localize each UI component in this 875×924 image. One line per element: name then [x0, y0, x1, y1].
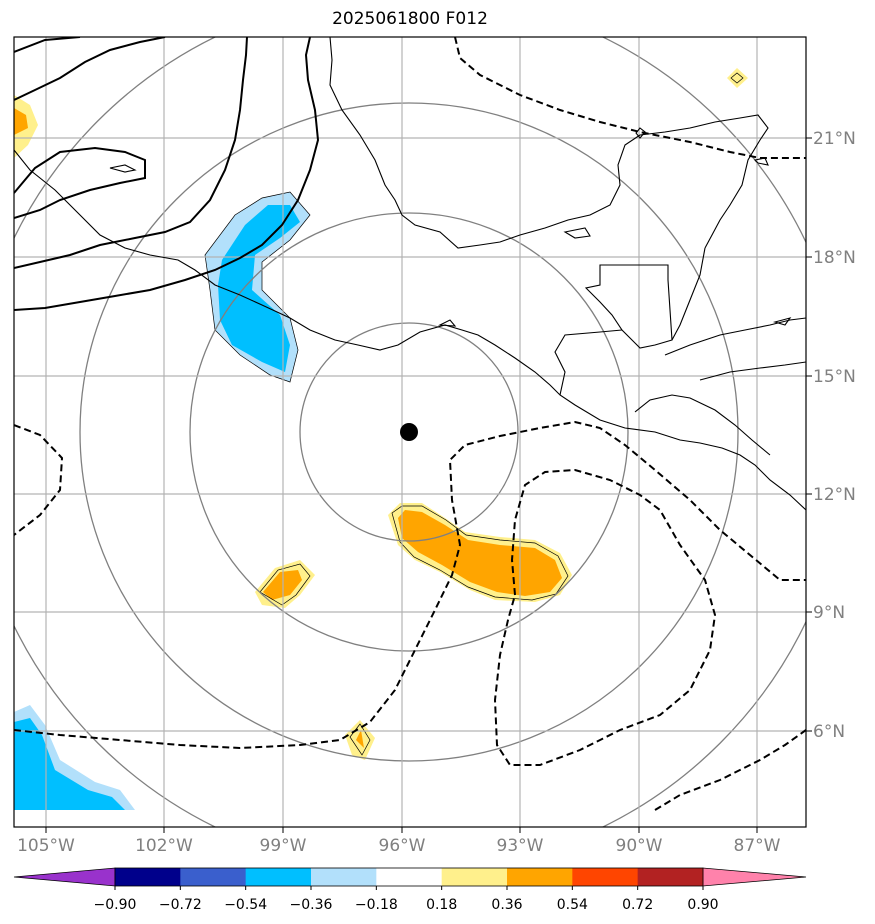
- dashed-contour-large: [14, 420, 806, 750]
- longitude-axis: 105°W 102°W 99°W 96°W 93°W 90°W 87°W: [17, 827, 781, 856]
- colorbar-frame: [114, 867, 704, 887]
- coastlines: [14, 37, 806, 511]
- colorbar-tick-label: 0.54: [557, 897, 588, 913]
- lat-label-12n: 12°N: [813, 485, 856, 505]
- lon-label-90w: 90°W: [616, 836, 663, 856]
- distance-ring-2: [189, 212, 629, 652]
- distance-ring-3: [79, 102, 739, 762]
- colorbar-extend-left: [13, 867, 116, 887]
- solid-contour-1: [14, 37, 81, 53]
- lon-label-93w: 93°W: [497, 836, 544, 856]
- colorbar-cell: [115, 868, 181, 886]
- solid-contour-3: [14, 146, 146, 219]
- colorbar-cell: [441, 868, 508, 886]
- lat-label-21n: 21°N: [813, 129, 856, 149]
- negative-anomaly-core: [218, 205, 300, 372]
- lon-label-99w: 99°W: [260, 836, 307, 856]
- colorbar-tick-label: 0.18: [426, 897, 457, 913]
- solid-contours: [14, 37, 320, 311]
- colorbar-tick-label: −0.90: [94, 897, 137, 913]
- lon-label-96w: 96°W: [379, 836, 426, 856]
- dashed-contours: [14, 37, 806, 811]
- colorbar-cell: [180, 868, 247, 886]
- colorbar: −0.90 −0.72 −0.54 −0.36 −0.18 0.18 0.36 0.54 0.7…: [13, 867, 807, 913]
- colorbar-cell: [572, 868, 639, 886]
- map-title: 2025061800 F012: [332, 9, 488, 29]
- colorbar-tick-label: −0.36: [290, 897, 333, 913]
- colorbar-tick-label: 0.90: [687, 897, 718, 913]
- positive-northeast-outline: [730, 72, 744, 84]
- lon-label-105w: 105°W: [17, 836, 75, 856]
- negative-anomaly-southwest-core: [14, 718, 125, 810]
- colorbar-cell: [376, 868, 443, 886]
- shaded-outlines: [204, 72, 744, 756]
- dashed-contour-southeast: [654, 729, 806, 811]
- colorbar-cell: [245, 868, 312, 886]
- solid-contour-5: [14, 37, 320, 311]
- positive-anomaly-northeast: [727, 68, 748, 88]
- graticule: [14, 37, 806, 827]
- lat-label-9n: 9°N: [813, 603, 845, 623]
- positive-south-outline: [349, 723, 371, 756]
- positive-anomaly-band-core: [398, 510, 562, 596]
- shaded-fields: [14, 68, 748, 810]
- lat-label-18n: 18°N: [813, 248, 856, 268]
- colorbar-tick-label: 0.72: [622, 897, 653, 913]
- latitude-axis: 21°N 18°N 15°N 12°N 9°N 6°N: [806, 129, 856, 742]
- guatemala-border: [584, 264, 673, 349]
- negative-lobe-outline: [204, 191, 311, 383]
- map-area: [14, 37, 806, 827]
- positive-small-outline: [259, 563, 311, 606]
- positive-anomaly-northwest-core: [14, 108, 28, 135]
- distance-ring-1: [299, 322, 519, 542]
- lon-label-102w: 102°W: [135, 836, 193, 856]
- solid-contour-4: [14, 37, 248, 269]
- pacific-coastline: [14, 149, 806, 511]
- storm-center-marker: [400, 423, 418, 441]
- lon-label-87w: 87°W: [734, 836, 781, 856]
- nicaragua-border: [699, 361, 806, 381]
- solid-contour-2: [14, 37, 166, 101]
- distance-rings: [14, 37, 806, 827]
- colorbar-cell: [311, 868, 377, 886]
- colorbar-tick-label: −0.18: [355, 897, 398, 913]
- dashed-contour-west: [14, 424, 64, 536]
- islands: [109, 127, 792, 327]
- colorbar-extend-right: [702, 867, 807, 887]
- dashed-contour-inner: [493, 468, 717, 766]
- colorbar-cell: [507, 868, 573, 886]
- colorbar-tick-label: −0.54: [224, 897, 267, 913]
- central-america-border: [554, 329, 771, 456]
- colorbar-cell: [637, 868, 704, 886]
- dashed-contour-north: [454, 37, 806, 159]
- positive-band-outline: [391, 505, 569, 601]
- positive-anomaly-south-core: [356, 730, 364, 748]
- map-frame: [13, 36, 807, 828]
- lat-label-15n: 15°N: [813, 367, 856, 387]
- lat-label-6n: 6°N: [813, 722, 845, 742]
- gulf-coastline: [329, 37, 769, 249]
- colorbar-tick-label: 0.36: [491, 897, 522, 913]
- belize-honduras-coast: [664, 247, 806, 356]
- colorbar-tick-label: −0.72: [159, 897, 202, 913]
